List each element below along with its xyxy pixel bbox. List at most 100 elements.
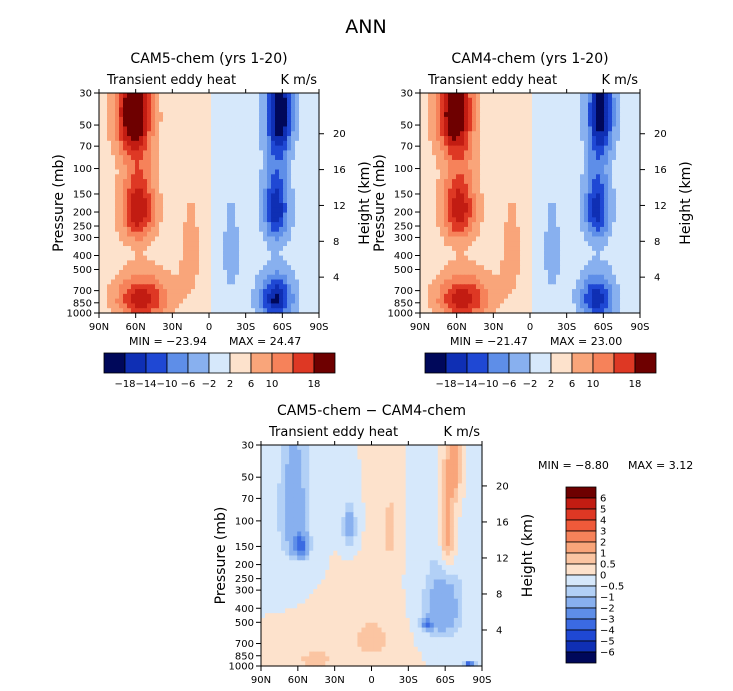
field-cell [620, 250, 625, 257]
field-cell [436, 231, 441, 238]
field-cell [247, 255, 252, 261]
field-cell [195, 279, 200, 285]
field-cell [488, 112, 493, 118]
field-cell [315, 145, 320, 151]
field-cell [420, 284, 425, 290]
units-label: K m/s [281, 73, 318, 88]
field-cell [592, 93, 597, 99]
field-cell [267, 164, 272, 171]
field-cell [460, 289, 465, 295]
field-cell [536, 274, 541, 281]
field-cell [231, 102, 236, 108]
field-cell [508, 269, 513, 276]
field-cell [195, 159, 200, 166]
field-cell [616, 97, 621, 104]
field-cell [283, 183, 288, 190]
field-cell [420, 174, 425, 180]
field-cell [432, 112, 437, 118]
field-cell [135, 293, 140, 300]
field-cell [231, 269, 236, 276]
field-cell [115, 289, 120, 295]
field-cell [628, 121, 633, 128]
field-cell [568, 193, 573, 199]
field-cell [175, 226, 180, 233]
field-cell [99, 255, 104, 261]
field-cell [291, 217, 296, 223]
field-cell [604, 107, 609, 113]
field-cell [584, 255, 589, 261]
field-cell [295, 279, 300, 285]
field-cell [219, 107, 224, 113]
field-cell [424, 289, 429, 295]
field-cell [115, 255, 120, 261]
field-cell [540, 193, 545, 199]
field-cell [279, 250, 284, 257]
field-cell [520, 293, 525, 300]
field-cell [195, 265, 200, 271]
field-cell [187, 222, 192, 228]
field-cell [303, 116, 308, 123]
field-cell [500, 255, 505, 261]
field-cell [159, 284, 164, 290]
field-cell [592, 145, 597, 151]
field-cell [303, 269, 308, 276]
field-cell [512, 169, 517, 175]
field-cell [532, 102, 537, 108]
field-cell [103, 289, 108, 295]
field-cell [608, 159, 613, 166]
field-cell [580, 255, 585, 261]
field-cell [440, 107, 445, 113]
field-cell [207, 279, 212, 285]
field-cell [428, 241, 433, 247]
field-cell [127, 112, 132, 118]
field-cell [99, 198, 104, 204]
field-cell [231, 241, 236, 247]
field-cell [624, 217, 629, 223]
field-cell [532, 126, 537, 132]
field-cell [291, 155, 296, 161]
field-cell [588, 289, 593, 295]
field-cell [251, 145, 256, 151]
field-cell [211, 236, 216, 242]
field-cell [199, 203, 204, 209]
field-cell [115, 241, 120, 247]
field-cell [303, 174, 308, 180]
field-cell [560, 102, 565, 108]
field-cell [223, 198, 228, 204]
field-cell [203, 145, 208, 151]
field-cell [604, 126, 609, 132]
field-cell [624, 112, 629, 118]
field-cell [512, 183, 517, 190]
field-cell [548, 102, 553, 108]
field-cell [255, 226, 260, 233]
field-cell [520, 136, 525, 142]
field-cell [119, 179, 124, 185]
field-cell [528, 217, 533, 223]
field-cell [211, 164, 216, 171]
field-cell [572, 145, 577, 151]
field-cell [311, 159, 316, 166]
field-cell [444, 140, 449, 147]
field-cell [528, 236, 533, 242]
field-cell [612, 188, 617, 195]
field-cell [624, 164, 629, 171]
field-cell [147, 112, 152, 118]
field-cell [516, 198, 521, 204]
field-cell [424, 169, 429, 175]
field-cell [604, 174, 609, 180]
field-cell [315, 236, 320, 242]
field-cell [604, 121, 609, 128]
field-cell [604, 279, 609, 285]
field-cell [432, 102, 437, 108]
field-cell [183, 207, 188, 214]
field-cell [432, 188, 437, 195]
field-cell [263, 183, 268, 190]
field-cell [143, 217, 148, 223]
field-cell [628, 126, 633, 132]
field-cell [167, 212, 172, 218]
field-cell [183, 198, 188, 204]
field-cell [239, 308, 244, 314]
field-cell [151, 126, 156, 132]
field-cell [632, 179, 637, 185]
field-cell [135, 203, 140, 209]
